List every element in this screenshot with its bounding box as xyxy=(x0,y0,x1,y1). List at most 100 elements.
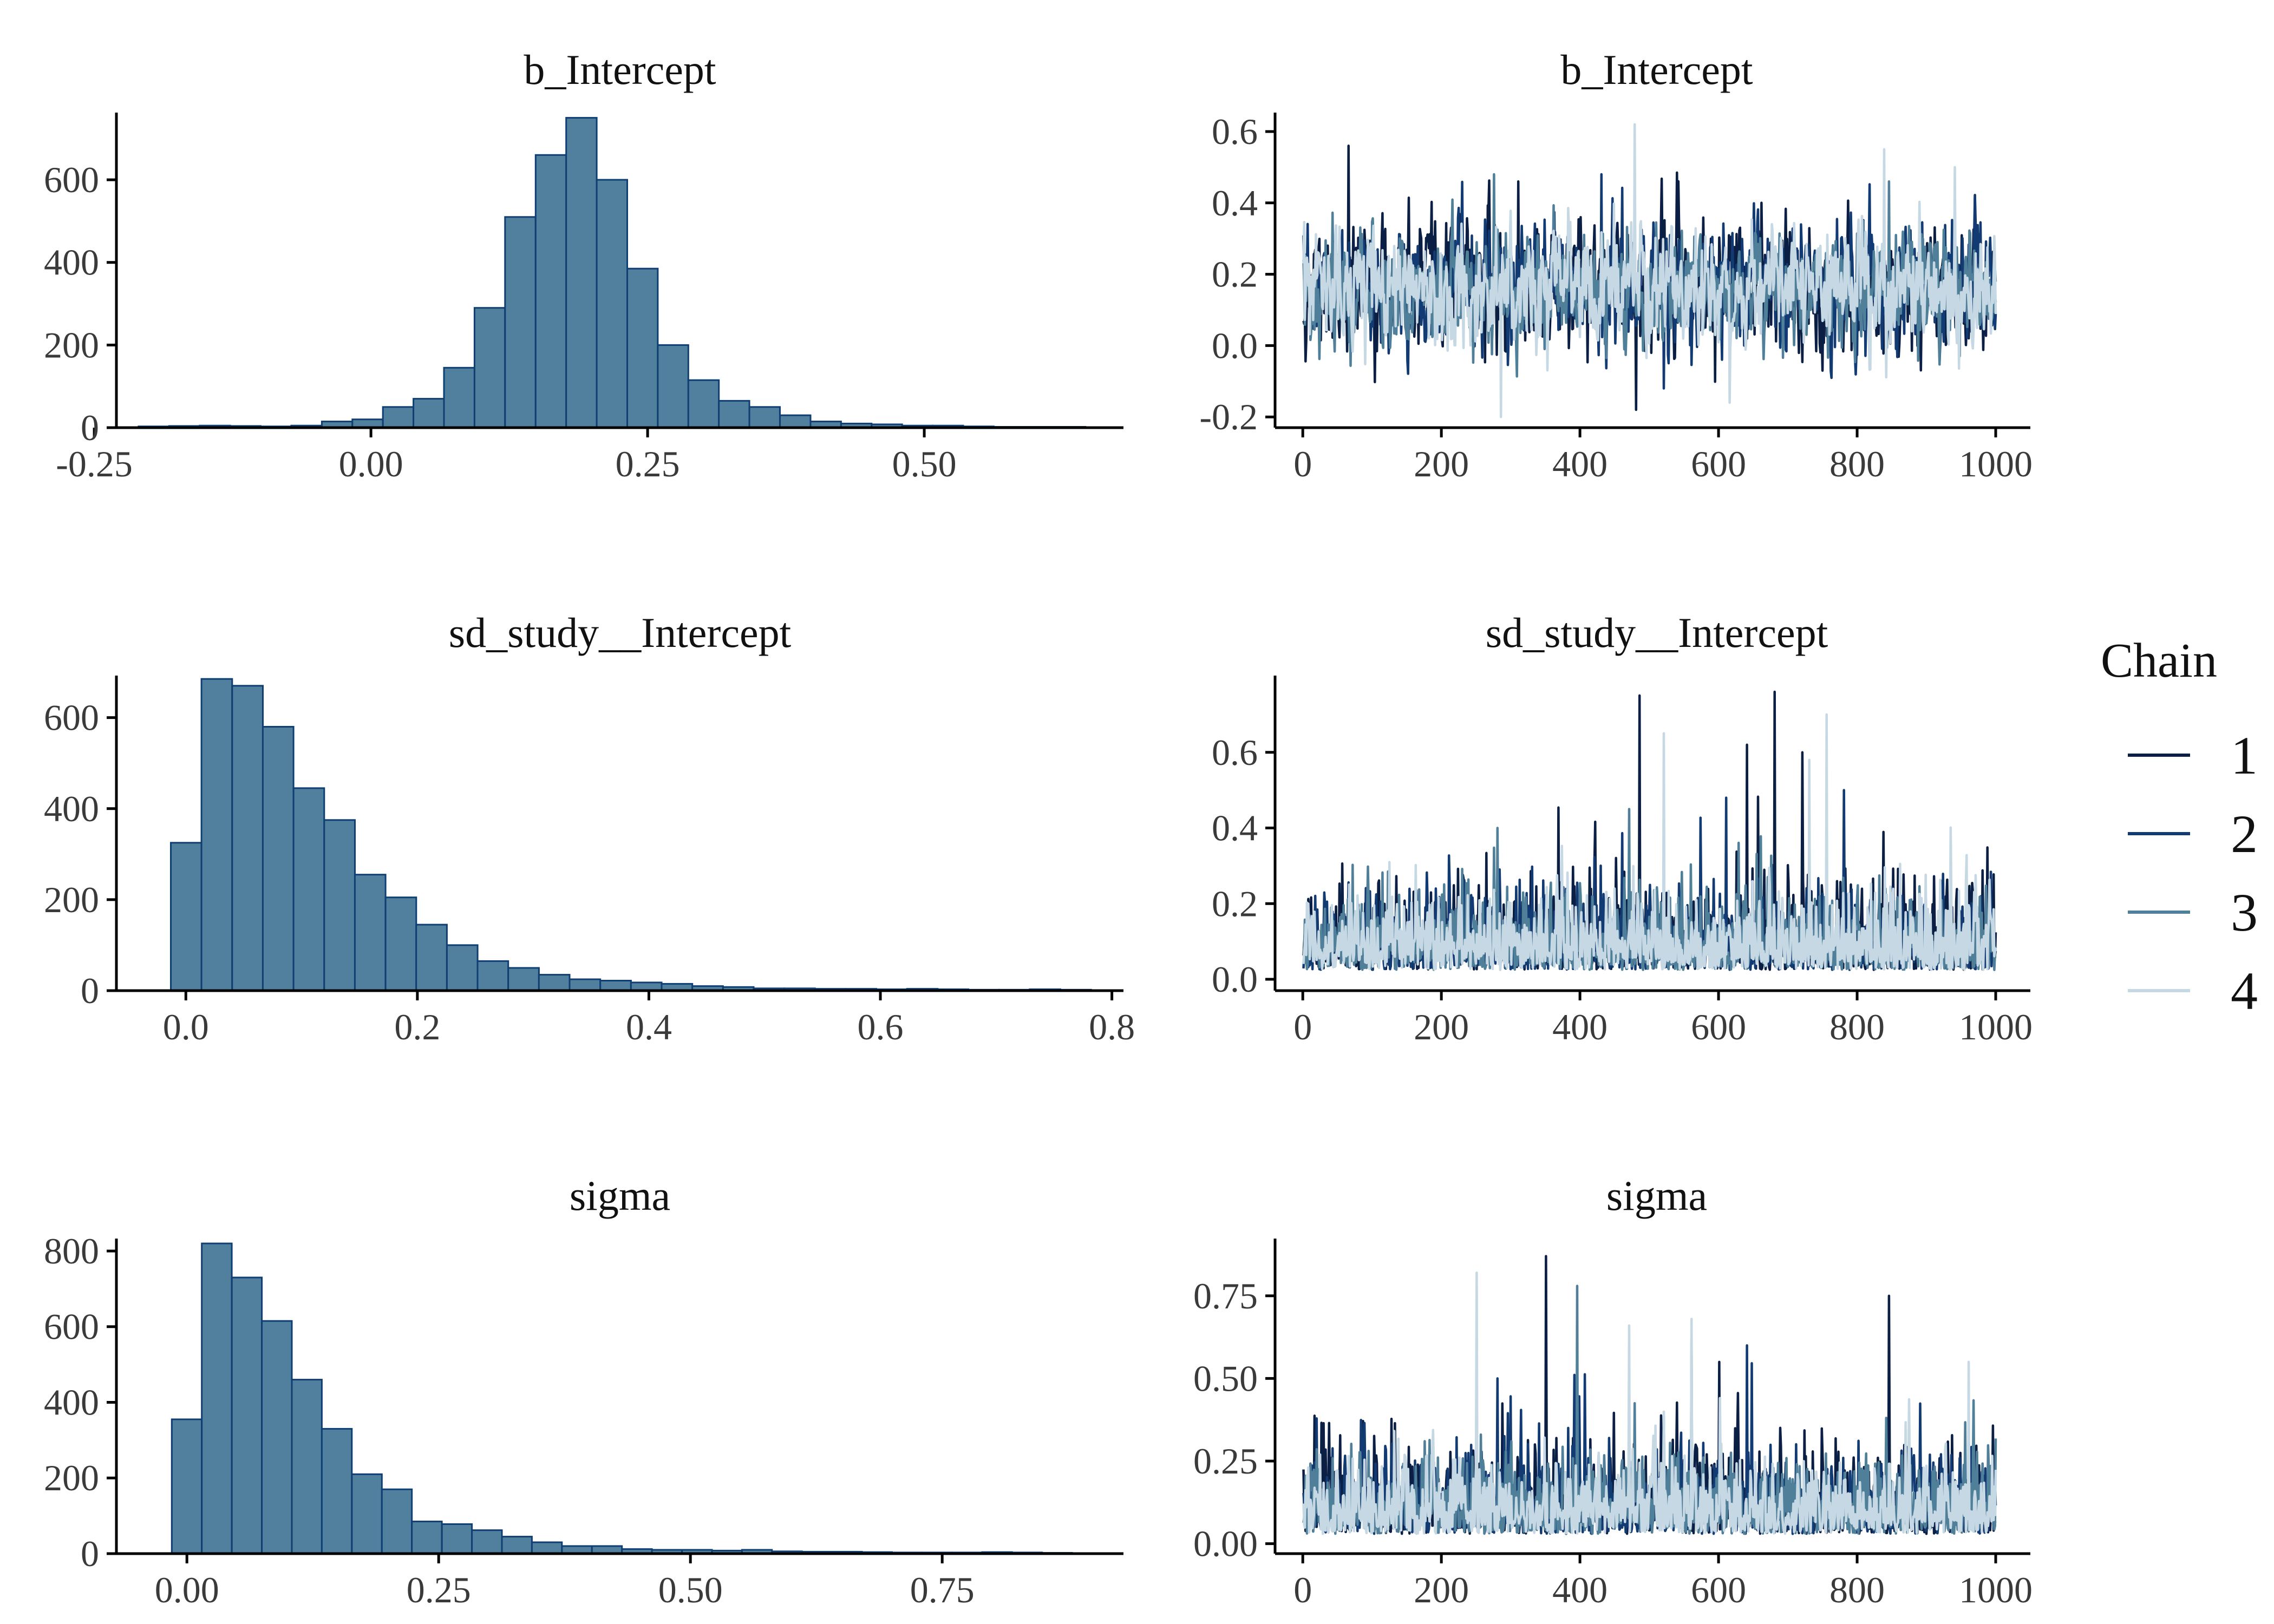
histogram-bar xyxy=(626,267,659,429)
y-tick-label: 200 xyxy=(44,324,99,365)
plot-area xyxy=(138,117,1087,429)
y-tick-label: -0.2 xyxy=(1199,396,1258,437)
histogram-bar xyxy=(381,1488,413,1555)
histogram-bar xyxy=(471,1529,503,1555)
histogram-bar xyxy=(321,1427,353,1555)
histogram-bar xyxy=(200,678,233,992)
histogram-bar xyxy=(201,1242,233,1555)
trace-lines xyxy=(1302,1255,1997,1535)
histogram-bar xyxy=(534,154,567,429)
y-tick-label: 200 xyxy=(44,879,99,920)
histogram-bar xyxy=(231,1276,263,1555)
panel-title: b_Intercept xyxy=(1560,46,1753,93)
legend-item-chain-3: 3 xyxy=(2128,882,2258,942)
x-tick-label: 0.25 xyxy=(407,1569,471,1610)
x-tick-label: 400 xyxy=(1552,1569,1608,1610)
legend-label: 2 xyxy=(2231,804,2258,864)
x-tick-label: 800 xyxy=(1829,443,1885,484)
histogram-bar xyxy=(718,400,750,429)
histogram-bar xyxy=(170,842,202,992)
legend-title: Chain xyxy=(2101,634,2217,687)
histogram-bar xyxy=(538,974,571,992)
histogram-bar xyxy=(443,366,475,429)
panel-title: sigma xyxy=(570,1172,670,1219)
panel-title: b_Intercept xyxy=(524,46,716,93)
y-tick-label: 0.2 xyxy=(1212,254,1258,295)
legend-item-chain-2: 2 xyxy=(2128,804,2258,864)
histogram-bar xyxy=(504,216,537,429)
y-tick-label: 600 xyxy=(44,159,99,200)
histogram-bar xyxy=(476,960,509,992)
histogram-bar xyxy=(382,406,415,429)
y-tick-label: 0 xyxy=(81,407,99,448)
histogram-bar xyxy=(413,398,445,429)
panel-title: sigma xyxy=(1606,1172,1707,1219)
panel-title: sd_study__Intercept xyxy=(1486,609,1828,656)
x-tick-label: 0.50 xyxy=(658,1569,723,1610)
x-tick-label: 0.50 xyxy=(892,443,957,484)
y-tick-label: 0.75 xyxy=(1193,1275,1258,1317)
trace-lines xyxy=(1302,690,1997,971)
chain-legend: Chain 1 2 3 4 xyxy=(2101,634,2258,1021)
x-tick-label: 0.00 xyxy=(339,443,403,484)
histogram-bar xyxy=(231,685,264,992)
panel-1-histogram: b_Intercept -0.25 0.00 0.25 0.50 0 200 400 600 xyxy=(44,46,1123,484)
histogram-bar xyxy=(565,117,598,429)
x-tick-label: 1000 xyxy=(1959,1006,2033,1047)
x-tick-label: 600 xyxy=(1691,1006,1746,1047)
y-tick-label: 0.2 xyxy=(1212,883,1258,924)
x-tick-label: 0.2 xyxy=(394,1006,440,1047)
x-tick-label: 800 xyxy=(1829,1006,1885,1047)
x-tick-label: 0 xyxy=(1293,1006,1312,1047)
legend-label: 4 xyxy=(2231,961,2258,1021)
x-tick-label: 1000 xyxy=(1959,1569,2033,1610)
x-tick-label: 0 xyxy=(1293,1569,1312,1610)
y-tick-label: 0.0 xyxy=(1212,325,1258,366)
x-tick-label: 0.75 xyxy=(910,1569,975,1610)
y-tick-label: 200 xyxy=(44,1457,99,1498)
plot-area xyxy=(1302,123,1997,418)
histogram-bar xyxy=(262,726,295,992)
legend-label: 3 xyxy=(2231,882,2258,942)
x-tick-label: 200 xyxy=(1414,443,1469,484)
histogram-bar xyxy=(748,406,781,429)
x-tick-label: 0.6 xyxy=(858,1006,904,1047)
y-tick-label: 0.50 xyxy=(1193,1358,1258,1399)
y-tick-label: 0.25 xyxy=(1193,1440,1258,1482)
x-tick-label: 0 xyxy=(1293,443,1312,484)
histogram-bar xyxy=(501,1536,533,1555)
histogram-bars xyxy=(138,117,1087,429)
x-tick-label: 200 xyxy=(1414,1569,1469,1610)
histogram-bars xyxy=(170,678,1092,992)
panel-6-trace: sigma 0 200 400 600 800 1000 0.00 0.25 0.50 0.75 xyxy=(1193,1172,2033,1610)
histogram-bar xyxy=(261,1320,293,1555)
histogram-bar xyxy=(568,978,602,992)
legend-item-chain-1: 1 xyxy=(2128,725,2258,785)
histogram-bar xyxy=(354,874,387,992)
plot-area xyxy=(1302,1255,1997,1535)
histogram-bar xyxy=(351,1473,383,1555)
histogram-bar xyxy=(384,896,417,992)
y-tick-label: 0.0 xyxy=(1212,959,1258,1000)
y-tick-label: 600 xyxy=(44,697,99,738)
x-tick-label: 0.0 xyxy=(163,1006,209,1047)
histogram-bar xyxy=(323,819,356,992)
y-tick-label: 0.6 xyxy=(1212,111,1258,152)
histogram-bar xyxy=(687,379,720,429)
x-tick-label: 0.00 xyxy=(155,1569,219,1610)
x-tick-label: -0.25 xyxy=(56,443,133,484)
plot-area xyxy=(170,678,1092,992)
x-tick-label: 1000 xyxy=(1959,443,2033,484)
x-tick-label: 800 xyxy=(1829,1569,1885,1610)
panel-grid: b_Intercept-0.25 0.00 0.25 0.500200400600b_… xyxy=(44,46,2033,1610)
x-tick-label: 200 xyxy=(1414,1006,1469,1047)
histogram-bar xyxy=(507,967,540,992)
x-tick-label: 0.25 xyxy=(616,443,680,484)
y-tick-label: 400 xyxy=(44,788,99,829)
x-tick-label: 600 xyxy=(1691,443,1746,484)
panel-title: sd_study__Intercept xyxy=(449,609,792,656)
histogram-bar xyxy=(779,414,812,429)
y-tick-label: 0.6 xyxy=(1212,732,1258,773)
x-tick-label: 600 xyxy=(1691,1569,1746,1610)
x-tick-label: 0.4 xyxy=(626,1006,672,1047)
